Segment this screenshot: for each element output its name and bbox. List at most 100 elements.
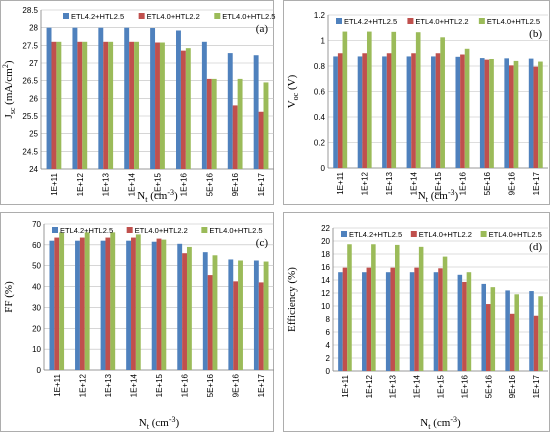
x-tick-label: 9E+16 [508, 374, 517, 398]
bar-d-s2-8 [533, 315, 539, 371]
bar-d-s3-2 [394, 244, 400, 371]
bar-d-s3-8 [538, 296, 543, 371]
x-tick-label: 1E+11 [341, 374, 350, 397]
bar-b-s2-7 [509, 65, 514, 168]
x-title-end: ) [457, 417, 461, 429]
bar-b-s2-4 [435, 53, 441, 168]
x-tick-label: 1E+12 [361, 171, 370, 195]
bar-d-s2-7 [509, 313, 515, 371]
bar-a-s2-5 [180, 50, 186, 169]
bar-a-s2-2 [103, 41, 109, 169]
y-title-sub: sc [8, 107, 17, 114]
x-title-sub: t [426, 195, 429, 204]
x-title-rest: (cm [430, 417, 450, 429]
bar-a-s3-3 [134, 41, 139, 169]
bar-c-s3-8 [263, 261, 269, 370]
x-title-sub: t [428, 422, 431, 431]
y-tick-label: 0 [37, 366, 42, 375]
y-tick-label: 25 [29, 130, 38, 139]
y-tick-label: 1.2 [314, 11, 326, 20]
bar-c-s1-6 [202, 252, 208, 370]
y-axis-title: Efficiency (%) [286, 267, 298, 332]
y-tick-label: 4 [326, 341, 331, 350]
y-tick-label: 70 [32, 220, 41, 229]
x-axis-title: Nt (cm-3) [139, 415, 180, 431]
legend-swatch [480, 231, 487, 237]
y-tick-label: 14 [321, 276, 330, 285]
bar-b-s2-2 [386, 53, 392, 168]
bar-d-s2-4 [438, 268, 443, 371]
bar-d-s1-6 [481, 283, 487, 371]
y-title-rest: (V) [286, 74, 298, 92]
legend-swatch [341, 231, 347, 237]
bar-c-s2-6 [207, 275, 213, 370]
bar-d-s3-6 [490, 287, 496, 371]
x-title-rest: (cm [428, 190, 448, 202]
x-tick-label: 1E+14 [129, 373, 138, 397]
chart-panel-d: 0 2 4 6 8 10 12 14 16 18 20 22 1E+11 1E+12 1E+13 1E+14 1… [283, 212, 550, 432]
panel-label: (b) [529, 28, 542, 40]
x-title-sup: -3 [448, 188, 455, 197]
bar-d-s2-0 [342, 267, 348, 371]
bar-c-s1-5 [177, 243, 183, 370]
y-title-sup: 2 [1, 64, 10, 68]
bar-c-s1-0 [49, 240, 55, 370]
x-tick-label: 1E+15 [434, 171, 443, 195]
y-tick-label: 0.8 [314, 62, 326, 71]
bar-c-s3-6 [212, 255, 218, 370]
bar-a-s2-8 [258, 111, 264, 169]
bar-b-s2-5 [460, 54, 465, 168]
bar-c-s3-5 [186, 246, 192, 370]
x-tick-label: 1E+17 [257, 172, 266, 196]
bar-d-s2-1 [366, 267, 372, 371]
bar-b-s1-1 [357, 56, 363, 168]
bar-b-s3-4 [440, 37, 445, 169]
bar-c-s1-3 [126, 240, 132, 370]
y-axis-title: Voc (V) [286, 74, 300, 108]
y-tick-label: 0 [326, 367, 331, 376]
legend-label: ETL4.2+HTL2.5 [344, 17, 397, 26]
bar-d-s1-8 [529, 291, 534, 371]
bar-b-s1-2 [382, 56, 387, 168]
x-tick-label: 1E+12 [78, 373, 87, 397]
bar-b-s3-7 [513, 60, 519, 168]
legend-swatch [407, 18, 414, 24]
bar-c-s2-2 [105, 237, 111, 370]
bar-d-s1-1 [362, 272, 367, 371]
bar-c-s2-0 [54, 237, 60, 370]
y-tick-label: 22 [321, 224, 330, 233]
legend-label: ETL4.0+HTL2.5 [489, 230, 542, 239]
y-tick-label: 12 [321, 289, 330, 298]
legend-swatch [410, 231, 417, 237]
bar-c-s3-3 [135, 234, 141, 370]
bar-b-s3-1 [366, 31, 372, 168]
y-tick-label: 24 [29, 165, 38, 174]
bar-b-s1-6 [479, 58, 485, 169]
x-tick-label: 1E+11 [53, 373, 62, 396]
y-tick-label: 0.6 [314, 88, 326, 97]
y-title-main: Efficiency (%) [286, 267, 298, 332]
bar-a-s2-4 [155, 42, 160, 170]
bar-a-s2-1 [77, 41, 83, 169]
panel-label: (c) [256, 237, 269, 249]
y-tick-label: 26 [29, 94, 38, 103]
y-tick-label: 28.5 [22, 6, 38, 15]
bar-a-s1-4 [150, 28, 156, 169]
bar-a-s1-8 [253, 55, 259, 170]
bar-b-s2-6 [484, 59, 490, 169]
y-title-main: FF (%) [3, 281, 15, 313]
chart-panel-c: 0 10 20 30 40 50 60 70 1E+11 1E+12 1E+13 1E+14 1E+15… [0, 212, 274, 432]
x-tick-label: 9E+16 [231, 172, 240, 196]
bar-c-s2-4 [156, 238, 162, 370]
x-title-main: N [139, 417, 147, 429]
y-tick-label: 25.5 [22, 112, 38, 121]
bar-d-s1-3 [409, 272, 415, 371]
x-tick-label: 1E+11 [336, 171, 345, 194]
x-tick-label: 1E+15 [437, 374, 446, 398]
x-tick-label: 1E+13 [102, 172, 111, 196]
y-title-rest: (mA/cm [3, 68, 15, 108]
bar-b-s3-5 [464, 48, 470, 168]
bar-d-s2-5 [462, 281, 467, 371]
chart-panel-a: 24 24.5 25 25.5 26 26.5 27 27.5 28 28.5 1E+11 1E+12… [0, 0, 275, 205]
x-title-main: N [418, 190, 426, 202]
